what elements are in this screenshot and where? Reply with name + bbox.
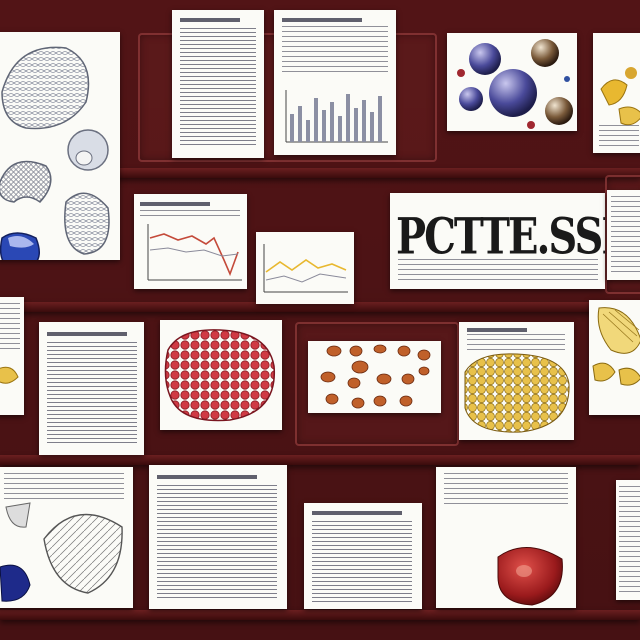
brain-diagram-card (0, 32, 120, 260)
bean-cluster-icon (320, 344, 431, 409)
shelf-middle (0, 302, 640, 312)
text-page-card-4 (304, 503, 422, 609)
shelf-top (0, 168, 640, 178)
yellow-diagram-card-right (589, 300, 640, 415)
sphere-cluster-icon (457, 39, 573, 129)
yellow-cell-cluster-icon (464, 353, 570, 433)
shelf-lower (0, 455, 640, 465)
anatomy-card-left (0, 467, 133, 608)
poster-title: PCTTE.SSIICCE (396, 207, 605, 266)
line-chart-icon (147, 224, 242, 281)
text-page-card-1 (172, 10, 264, 158)
raw-meat-illustration-icon (164, 329, 276, 422)
red-meat-card (160, 320, 282, 430)
red-organ-icon (497, 547, 563, 606)
line-chart-card-2 (256, 232, 354, 304)
beans-card (308, 341, 441, 413)
yellow-wing-icon (592, 307, 640, 386)
yellow-diagram-card (593, 33, 640, 153)
yellow-side-card-left (0, 297, 24, 415)
text-page-card-2 (39, 322, 144, 455)
bar-chart-card (274, 10, 396, 155)
title-text-card: PCTTE.SSIICCE (390, 193, 605, 289)
shelf-bottom (0, 610, 640, 620)
bar-chart-icon (285, 90, 388, 143)
line-chart-icon-2 (263, 244, 348, 293)
text-strip-card-right (607, 190, 640, 280)
red-organ-card (436, 467, 576, 608)
text-page-card-3 (149, 465, 287, 609)
text-strip-card-bottom-right (616, 480, 640, 600)
yellow-cells-card (459, 322, 574, 440)
yellow-piece-icon (600, 67, 640, 126)
leaf-anatomy-icon (0, 502, 123, 602)
brain-illustration-icon (0, 46, 110, 260)
line-chart-card-1 (134, 194, 247, 289)
yellow-piece-icon-left (0, 366, 19, 384)
spheres-card (447, 33, 577, 131)
